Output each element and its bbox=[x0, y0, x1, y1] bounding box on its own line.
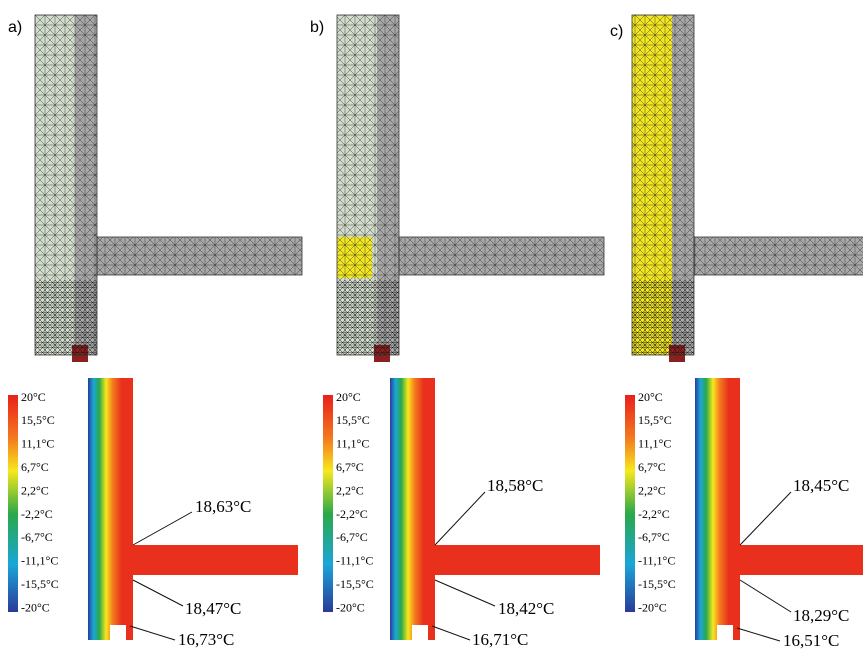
legend-label: -15,5°C bbox=[638, 577, 676, 591]
dense-mesh bbox=[337, 280, 399, 355]
legend-label: 11,1°C bbox=[21, 437, 54, 451]
slab-field bbox=[133, 545, 298, 575]
figure: a) 20°C 15,5°C 11,1°C 6,7°C 2,2°C -2,2°C -6,7°C… bbox=[0, 0, 863, 652]
leader-line bbox=[435, 580, 495, 606]
legend-label: -2,2°C bbox=[21, 507, 53, 521]
legend-label: -2,2°C bbox=[336, 507, 368, 521]
slab-field bbox=[435, 545, 600, 575]
legend-label: 2,2°C bbox=[21, 483, 49, 497]
legend-label: -20°C bbox=[336, 600, 365, 614]
legend-label: -6,7°C bbox=[638, 530, 670, 544]
legend-label: 11,1°C bbox=[336, 437, 369, 451]
legend-label: 11,1°C bbox=[638, 437, 671, 451]
temperature-annotation: 16,71°C bbox=[472, 630, 528, 649]
slab-mesh bbox=[97, 237, 302, 275]
legend-label: 6,7°C bbox=[638, 460, 666, 474]
legend-label: 15,5°C bbox=[21, 413, 55, 427]
legend-label: 20°C bbox=[638, 390, 663, 404]
dense-mesh bbox=[632, 280, 694, 355]
slab-mesh bbox=[694, 237, 863, 275]
leader-line bbox=[737, 628, 780, 641]
leader-line bbox=[435, 492, 485, 545]
panel-label: a) bbox=[8, 19, 22, 36]
legend-label: -6,7°C bbox=[21, 530, 53, 544]
legend-label: -15,5°C bbox=[336, 577, 374, 591]
legend-label: 2,2°C bbox=[336, 483, 364, 497]
dense-mesh bbox=[35, 280, 97, 355]
legend-label: 15,5°C bbox=[336, 413, 370, 427]
leader-line bbox=[130, 626, 175, 640]
legend-label: 20°C bbox=[21, 390, 46, 404]
legend-bar bbox=[625, 395, 635, 612]
legend-label: 15,5°C bbox=[638, 413, 672, 427]
temperature-annotation: 18,45°C bbox=[793, 476, 849, 495]
temperature-annotation: 18,58°C bbox=[487, 476, 543, 495]
legend-label: -15,5°C bbox=[21, 577, 59, 591]
panel-label: b) bbox=[310, 19, 324, 36]
legend-label: -2,2°C bbox=[638, 507, 670, 521]
leader-line bbox=[740, 492, 791, 545]
legend-bar bbox=[323, 395, 333, 612]
legend-label: 2,2°C bbox=[638, 483, 666, 497]
legend-label: -20°C bbox=[21, 600, 50, 614]
legend-label: -11,1°C bbox=[638, 554, 675, 568]
legend-bar bbox=[8, 395, 18, 612]
wall-field bbox=[88, 378, 133, 640]
slab-field bbox=[740, 545, 863, 575]
leader-line bbox=[133, 512, 192, 545]
temperature-annotation: 18,29°C bbox=[793, 606, 849, 625]
legend-label: 6,7°C bbox=[21, 460, 49, 474]
leader-line bbox=[740, 580, 791, 612]
legend-label: -11,1°C bbox=[336, 554, 373, 568]
legend-label: -20°C bbox=[638, 600, 667, 614]
legend-label: -11,1°C bbox=[21, 554, 58, 568]
wall-field bbox=[390, 378, 435, 640]
temperature-annotation: 16,73°C bbox=[178, 630, 234, 649]
leader-line bbox=[432, 626, 470, 640]
legend-label: 20°C bbox=[336, 390, 361, 404]
temperature-annotation: 18,63°C bbox=[195, 497, 251, 516]
leader-line bbox=[133, 580, 183, 606]
panel-label: c) bbox=[610, 23, 623, 40]
legend-label: 6,7°C bbox=[336, 460, 364, 474]
temperature-annotation: 18,42°C bbox=[498, 599, 554, 618]
temperature-annotation: 16,51°C bbox=[783, 631, 839, 650]
slab-mesh bbox=[399, 237, 604, 275]
temperature-annotation: 18,47°C bbox=[185, 599, 241, 618]
legend-label: -6,7°C bbox=[336, 530, 368, 544]
wall-field bbox=[695, 378, 740, 640]
